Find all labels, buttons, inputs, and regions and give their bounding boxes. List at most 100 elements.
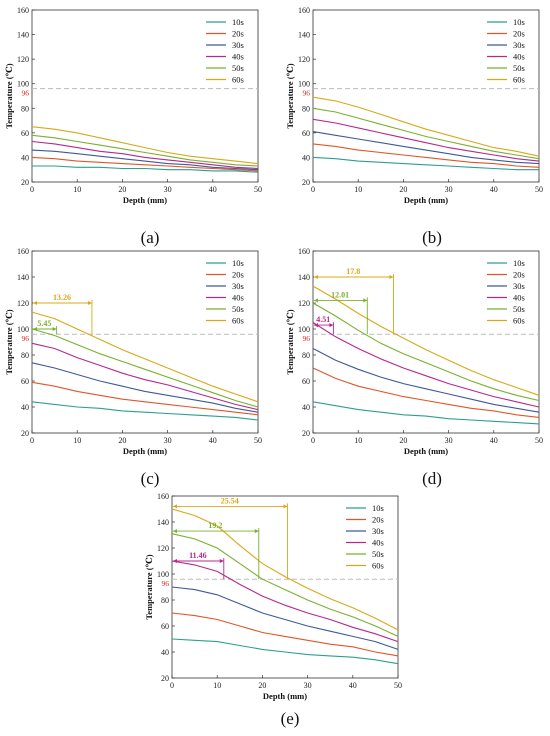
y-tick-label: 20	[21, 178, 29, 187]
legend-entry-50s: 50s	[232, 63, 244, 73]
y-tick-label: 20	[161, 674, 169, 683]
y-tick-label: 80	[302, 104, 310, 113]
series-line-10s	[31, 401, 259, 421]
series-line-10s	[312, 401, 540, 425]
legend-entry-30s: 30s	[232, 281, 244, 291]
series-line-30s	[31, 149, 259, 171]
chart-panel-4: 20 40 60 80 100 120 140 160 0 10 20 30 40 50 Depth (mm…	[285, 247, 543, 488]
series-line-30s	[171, 586, 399, 650]
y-tick-label: 120	[157, 544, 169, 553]
legend-entry-20s: 20s	[232, 29, 244, 39]
x-tick-label: 30	[304, 681, 312, 690]
x-tick-label: 30	[445, 185, 453, 194]
x-tick-label: 50	[394, 681, 402, 690]
x-tick-label: 30	[164, 436, 172, 445]
y-tick-label: 140	[298, 31, 310, 40]
panel-label: (a)	[141, 228, 160, 247]
x-tick-label: 0	[311, 436, 315, 445]
chart-panel-2: 20 40 60 80 100 120 140 160 0 10 20 30 40 50 Depth (mm…	[285, 6, 543, 247]
y-tick-label: 60	[302, 377, 310, 386]
y-tick-label: 100	[17, 80, 29, 89]
y-tick-label: 160	[298, 247, 310, 256]
x-tick-label: 0	[170, 681, 174, 690]
annotation-arrow-left	[173, 504, 177, 509]
x-axis-title: Depth (mm)	[404, 446, 448, 456]
series-line-10s	[32, 165, 259, 173]
annotation-label: 25.54	[221, 496, 239, 505]
panel-label: (d)	[422, 469, 442, 488]
x-tick-label: 50	[535, 436, 543, 445]
y-tick-label: 40	[161, 648, 169, 657]
y-tick-label: 140	[17, 31, 29, 40]
annotation-label: 12.01	[331, 290, 349, 299]
series-line-50s	[312, 107, 540, 160]
x-tick-label: 0	[311, 185, 315, 194]
y-tick-label: 80	[21, 351, 29, 360]
annotation-arrow-right	[52, 327, 57, 331]
y-tick-label: 80	[302, 351, 310, 360]
plot-frame	[31, 250, 259, 434]
threshold-label: 96	[162, 579, 170, 588]
x-tick-label: 50	[254, 436, 262, 445]
series-line-40s	[312, 118, 540, 162]
annotation-arrow-right	[363, 298, 368, 303]
x-tick-label: 0	[30, 185, 34, 194]
x-tick-label: 0	[30, 436, 34, 445]
y-tick-label: 20	[302, 178, 310, 187]
series-line-50s	[31, 328, 259, 408]
series-line-10s	[171, 638, 399, 665]
legend-entry-60s: 60s	[232, 75, 244, 85]
x-axis-title: Depth (mm)	[404, 195, 448, 205]
legend-entry-30s: 30s	[513, 40, 525, 50]
y-tick-label: 60	[302, 129, 310, 138]
annotation-arrow-left	[314, 298, 318, 303]
legend-entry-50s: 50s	[372, 549, 384, 559]
x-tick-label: 30	[164, 185, 172, 194]
legend-entry-60s: 60s	[513, 75, 525, 85]
annotation-label: 13.26	[53, 293, 71, 302]
x-tick-label: 50	[535, 185, 543, 194]
y-tick-label: 60	[21, 377, 29, 386]
series-line-20s	[31, 381, 259, 416]
x-tick-label: 20	[118, 436, 126, 445]
y-axis-title: Temperature (℃)	[144, 554, 154, 619]
x-tick-label: 40	[209, 436, 217, 445]
annotation-arrow-left	[173, 529, 177, 534]
legend-entry-20s: 20s	[232, 270, 244, 280]
threshold-label: 96	[303, 334, 311, 343]
annotation-label: 4.51	[316, 315, 330, 324]
annotation-arrow-right	[329, 323, 334, 328]
y-tick-label: 80	[21, 104, 29, 113]
x-tick-label: 40	[349, 681, 357, 690]
series-line-30s	[31, 362, 259, 413]
y-tick-label: 160	[298, 6, 310, 15]
plot-frame	[312, 9, 540, 183]
x-tick-label: 10	[73, 185, 81, 194]
x-tick-label: 40	[490, 436, 498, 445]
y-tick-label: 80	[161, 596, 169, 605]
legend-entry-60s: 60s	[372, 561, 384, 571]
series-line-60s	[171, 508, 399, 631]
series-line-20s	[31, 156, 259, 172]
series-line-60s	[312, 285, 540, 396]
y-tick-label: 40	[302, 153, 310, 162]
series-line-50s	[31, 134, 259, 167]
y-tick-label: 100	[17, 325, 29, 334]
chart-panel-3: 20 40 60 80 100 120 140 160 0 10 20 30 40 50 Depth (mm…	[4, 247, 262, 488]
y-tick-label: 160	[17, 6, 29, 15]
x-tick-label: 20	[399, 436, 407, 445]
legend-entry-20s: 20s	[513, 270, 525, 280]
legend-entry-10s: 10s	[513, 17, 525, 27]
series-line-20s	[312, 143, 540, 168]
legend-entry-10s: 10s	[232, 17, 244, 27]
annotation-arrow-left	[33, 301, 37, 305]
series-line-40s	[31, 342, 259, 411]
series-line-30s	[312, 131, 540, 165]
legend-entry-10s: 10s	[372, 503, 384, 513]
annotation-label: 5.45	[37, 319, 51, 328]
annotation-arrow-left	[314, 275, 318, 279]
legend-entry-40s: 40s	[513, 293, 525, 303]
x-tick-label: 20	[258, 681, 266, 690]
y-tick-label: 100	[298, 325, 310, 334]
threshold-label: 96	[303, 89, 311, 98]
